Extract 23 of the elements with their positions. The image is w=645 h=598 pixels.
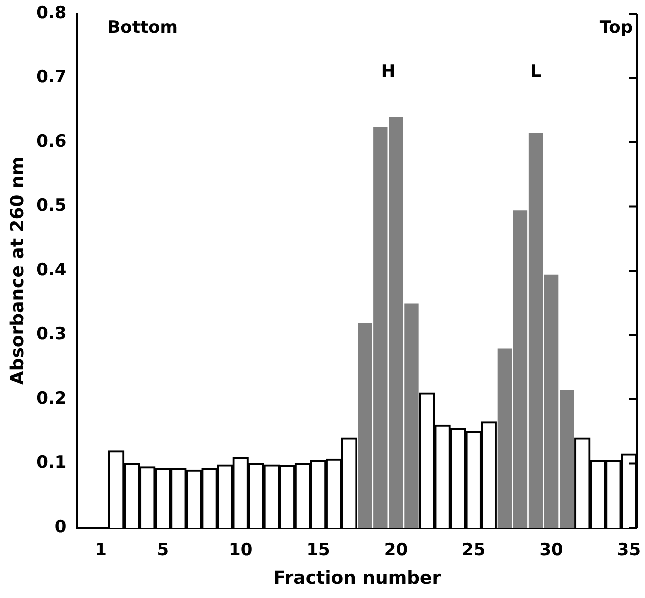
y-tick-label: 0.3: [36, 324, 67, 345]
x-axis-title: Fraction number: [274, 568, 442, 589]
y-tick-label: 0.7: [36, 68, 67, 88]
y-axis-title: Absorbance at 260 nm: [7, 156, 28, 386]
x-tick-label: 15: [306, 540, 330, 561]
x-tick-label: 1: [95, 540, 107, 561]
annotation: H: [381, 62, 396, 82]
y-tick-label: 0.1: [36, 453, 67, 474]
annotation: Top: [600, 18, 633, 38]
y-tick-label: 0.5: [36, 196, 67, 216]
x-tick-label: 25: [462, 540, 486, 561]
x-tick-label: 5: [157, 540, 170, 561]
annotation: L: [530, 62, 542, 82]
y-tick-label: 0.4: [36, 260, 67, 280]
x-tick-label: 35: [617, 540, 642, 561]
x-tick-label: 20: [384, 540, 408, 561]
y-tick-label: 0: [54, 517, 67, 538]
y-tick-label: 0.2: [36, 388, 67, 409]
x-tick-label: 30: [540, 540, 564, 561]
x-tick-label: 10: [229, 540, 253, 561]
annotation: Bottom: [108, 18, 178, 38]
y-tick-label: 0.8: [36, 3, 67, 24]
y-tick-label: 0.6: [36, 132, 67, 152]
